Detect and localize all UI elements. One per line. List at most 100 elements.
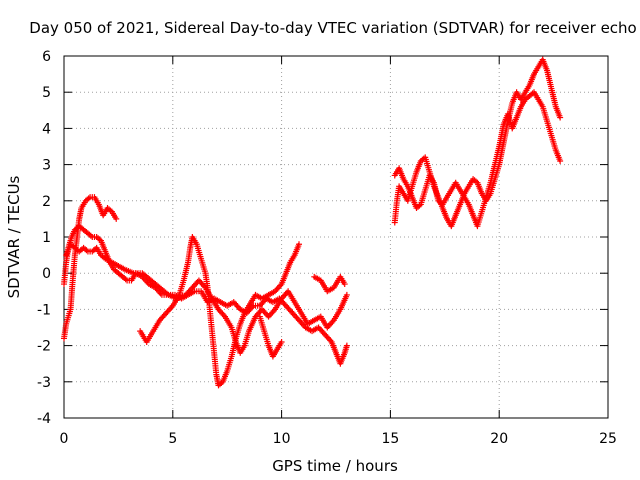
data-marker — [327, 337, 334, 344]
data-marker — [517, 105, 524, 112]
data-marker — [232, 337, 239, 344]
data-marker — [277, 282, 284, 289]
data-marker — [552, 101, 559, 108]
data-marker — [412, 170, 419, 177]
data-marker — [218, 380, 225, 387]
data-marker — [168, 304, 175, 311]
y-tick-label: -4 — [37, 411, 51, 427]
data-marker — [472, 178, 479, 185]
data-marker — [329, 318, 336, 325]
data-marker — [163, 290, 170, 297]
data-marker — [478, 210, 485, 217]
data-marker — [495, 145, 502, 152]
data-marker — [425, 166, 432, 173]
y-tick-label: -2 — [37, 339, 51, 355]
data-marker — [294, 315, 301, 322]
data-marker — [399, 188, 406, 195]
data-marker — [556, 112, 563, 119]
data-marker — [180, 279, 187, 286]
data-marker — [251, 315, 258, 322]
data-marker — [254, 302, 261, 309]
y-axis-label: SDTVAR / TECUs — [5, 175, 23, 298]
data-marker — [521, 91, 528, 98]
x-tick-label: 20 — [490, 431, 508, 447]
data-marker — [297, 308, 304, 315]
data-marker — [500, 123, 507, 130]
data-marker — [508, 102, 515, 109]
data-marker — [188, 286, 195, 293]
data-marker — [464, 199, 471, 206]
data-marker — [547, 130, 554, 137]
y-tick-label: -3 — [37, 375, 51, 391]
data-marker — [128, 269, 135, 276]
data-marker — [214, 304, 221, 311]
data-marker — [332, 348, 339, 355]
data-marker — [469, 210, 476, 217]
data-points — [61, 56, 564, 389]
data-marker — [340, 351, 347, 358]
data-marker — [137, 270, 144, 277]
data-marker — [320, 330, 327, 337]
data-marker — [113, 262, 120, 269]
data-marker — [460, 192, 467, 199]
data-marker — [66, 308, 73, 315]
data-marker — [81, 199, 88, 206]
data-marker — [78, 206, 85, 213]
series-5 — [256, 273, 348, 360]
chart-title: Day 050 of 2021, Sidereal Day-to-day VTE… — [29, 19, 636, 37]
data-marker — [547, 83, 554, 90]
series-7 — [391, 89, 564, 230]
data-marker — [270, 307, 277, 314]
data-marker — [309, 318, 316, 325]
data-marker — [417, 159, 424, 166]
series-6 — [391, 56, 564, 230]
grid — [64, 56, 608, 418]
y-tick-label: 5 — [42, 85, 51, 101]
data-marker — [340, 279, 347, 286]
data-marker — [530, 72, 537, 79]
data-marker — [538, 101, 545, 108]
data-marker — [316, 314, 323, 321]
data-marker — [403, 181, 410, 188]
data-marker — [71, 228, 78, 235]
data-marker — [126, 277, 133, 284]
data-marker — [277, 297, 284, 304]
x-tick-label: 15 — [381, 431, 399, 447]
data-marker — [336, 308, 343, 315]
data-marker — [240, 311, 247, 318]
data-marker — [512, 116, 519, 123]
data-marker — [62, 322, 69, 329]
data-marker — [408, 192, 415, 199]
data-marker — [482, 196, 489, 203]
data-marker — [290, 297, 297, 304]
x-tick-label: 10 — [273, 431, 291, 447]
x-tick-label: 5 — [168, 431, 177, 447]
data-marker — [451, 214, 458, 221]
data-marker — [264, 340, 271, 347]
axis-ticks: 0 5 10 15 20 25 -4 -3 -2 -1 0 1 2 3 4 5 6 — [37, 49, 617, 447]
y-tick-label: 2 — [42, 194, 51, 210]
data-marker — [447, 188, 454, 195]
data-marker — [236, 322, 243, 329]
data-marker — [277, 340, 284, 347]
data-marker — [543, 65, 550, 72]
y-tick-label: -1 — [37, 302, 51, 318]
data-marker — [260, 326, 267, 333]
data-marker — [244, 304, 251, 311]
data-marker — [216, 298, 223, 305]
data-marker — [85, 195, 92, 202]
series-2 — [61, 194, 120, 342]
data-marker — [155, 319, 162, 326]
data-marker — [197, 253, 204, 260]
data-marker — [290, 253, 297, 260]
data-marker — [399, 174, 406, 181]
x-tick-label: 0 — [60, 431, 69, 447]
data-marker — [107, 207, 114, 214]
data-marker — [329, 285, 336, 292]
data-marker — [149, 329, 156, 336]
data-marker — [184, 261, 191, 268]
data-marker — [343, 293, 350, 300]
data-marker — [195, 288, 202, 295]
data-marker — [455, 185, 462, 192]
